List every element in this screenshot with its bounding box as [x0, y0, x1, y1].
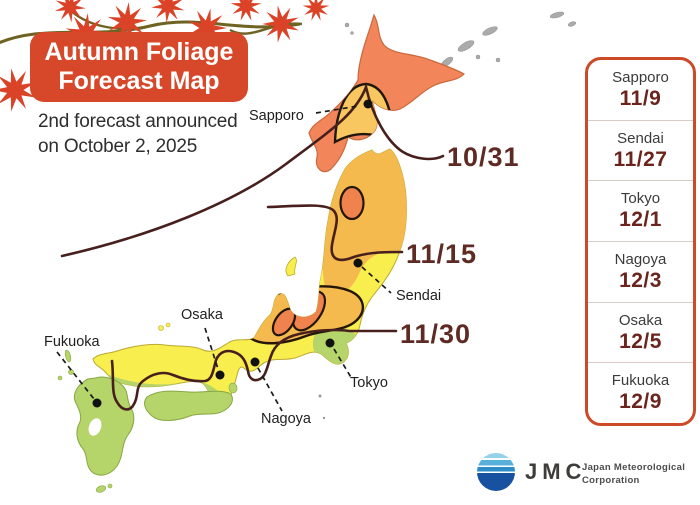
forecast-announcement: 2nd forecast announced on October 2, 202…	[38, 109, 268, 159]
title-banner: Autumn Foliage Forecast Map	[30, 32, 248, 102]
subtitle-line-2: on October 2, 2025	[38, 136, 198, 158]
kyushu-region	[73, 376, 135, 476]
city-label-nagoya: Nagoya	[261, 411, 311, 427]
city-label-sendai: Sendai	[396, 288, 442, 304]
subtitle-line-1: 2nd forecast announced	[38, 111, 238, 132]
forecast-line-11-30	[110, 328, 398, 411]
forecast-entry-fukuoka: Fukuoka 12/9	[588, 362, 693, 423]
jmc-logo-name: Japan Meteorological Corporation	[582, 462, 685, 488]
leader-line-fukuoka	[56, 351, 95, 400]
zone-date-label-10-31: 10/31	[447, 142, 520, 172]
zone-date-label-11-15: 11/15	[406, 239, 478, 269]
leader-line-sendai	[361, 266, 392, 294]
shikoku-region	[144, 390, 233, 421]
city-dot-fukuoka	[92, 398, 102, 408]
forecast-entry-date: 11/9	[619, 86, 662, 110]
forecast-line-10-31	[60, 82, 445, 258]
small-islands	[57, 256, 326, 493]
city-label-tokyo: Tokyo	[350, 375, 388, 391]
city-label-osaka: Osaka	[181, 307, 223, 323]
city-dot-osaka	[215, 370, 225, 380]
jmc-name-line-1: Japan Meteorological	[582, 462, 686, 473]
title-line-1: Autumn Foliage	[44, 38, 234, 66]
leader-line-sapporo	[315, 105, 359, 114]
forecast-entry-date: 12/1	[619, 208, 662, 232]
forecast-entry-date: 12/5	[619, 329, 662, 353]
jmc-name-line-2: Corporation	[582, 474, 640, 486]
globe-icon	[477, 453, 515, 491]
hokkaido-region	[308, 14, 465, 173]
zone-date-label-11-30: 11/30	[400, 319, 472, 349]
forecast-entry-city: Tokyo	[620, 190, 661, 208]
forecast-entry-city: Sapporo	[612, 68, 669, 86]
jmc-logo-acronym: JMC	[525, 459, 587, 484]
title-line-2: Forecast Map	[58, 67, 220, 95]
city-label-sapporo: Sapporo	[249, 108, 304, 124]
forecast-entry-nagoya: Nagoya 12/3	[588, 241, 693, 302]
forecast-line-11-15	[266, 204, 404, 262]
city-dot-nagoya	[250, 357, 260, 367]
forecast-entry-city: Sendai	[617, 129, 664, 147]
city-dot-sapporo	[363, 99, 373, 109]
kanto-green-zone	[312, 326, 358, 365]
forecast-entry-city: Osaka	[618, 311, 663, 329]
forecast-panel: Sapporo 11/9 Sendai 11/27 Tokyo 12/1 Nag…	[585, 57, 696, 426]
forecast-entry-date: 12/3	[619, 268, 662, 292]
city-label-fukuoka: Fukuoka	[44, 334, 100, 350]
city-dot-tokyo	[325, 338, 335, 348]
forecast-entry-tokyo: Tokyo 12/1	[588, 180, 693, 241]
forecast-entry-date: 11/27	[613, 147, 668, 171]
leader-line-nagoya	[257, 367, 283, 412]
forecast-entry-sapporo: Sapporo 11/9	[588, 60, 693, 120]
city-dot-sendai	[353, 258, 363, 268]
leader-line-osaka	[204, 327, 219, 370]
forecast-entry-city: Fukuoka	[611, 372, 670, 390]
forecast-entry-city: Nagoya	[614, 250, 667, 268]
forecast-entry-sendai: Sendai 11/27	[588, 119, 693, 181]
forecast-entry-date: 12/9	[619, 390, 662, 414]
leader-line-tokyo	[333, 348, 353, 380]
forecast-entry-osaka: Osaka 12/5	[588, 301, 693, 363]
